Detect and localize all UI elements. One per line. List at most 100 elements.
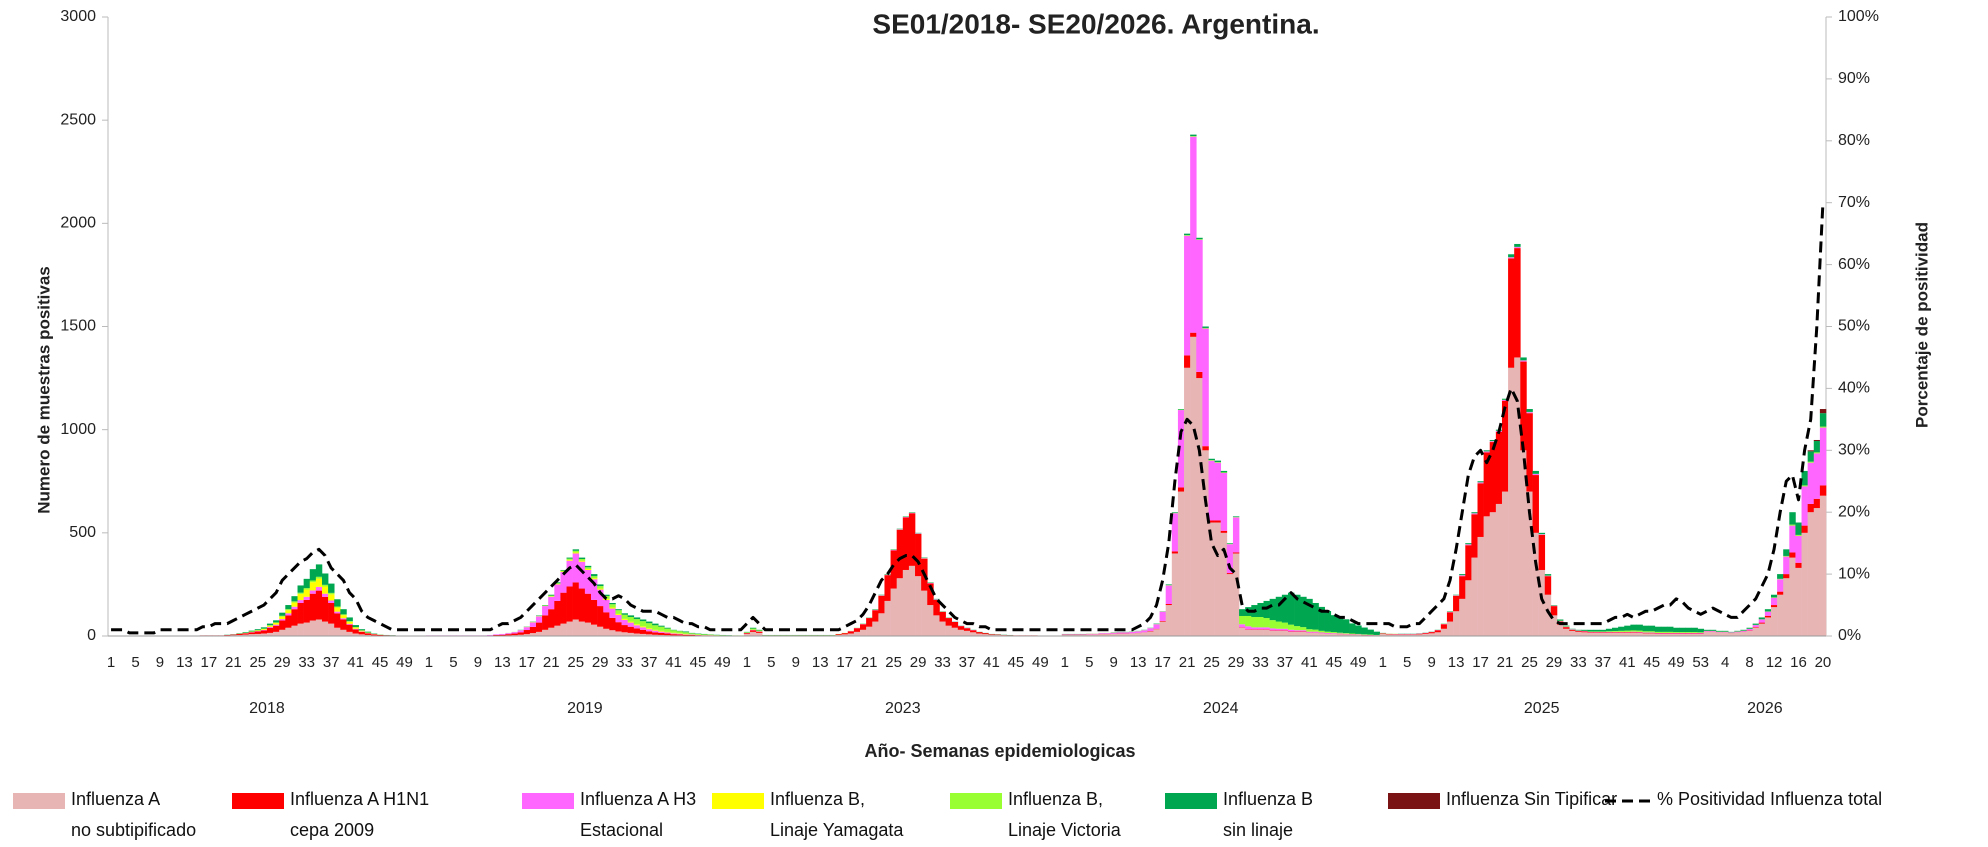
- bar-segment: [1538, 534, 1546, 570]
- bar-segment: [321, 584, 329, 587]
- bar-segment: [1202, 326, 1209, 328]
- bar-segment: [743, 633, 751, 636]
- bar-segment: [1508, 258, 1515, 368]
- bar-segment: [1459, 598, 1466, 636]
- bar-segment: [694, 633, 702, 635]
- bar-segment: [1569, 629, 1576, 631]
- bar-segment: [639, 627, 647, 630]
- x-tick-label: 1: [743, 654, 751, 671]
- bar-segment: [749, 628, 757, 630]
- bar-segment: [1520, 360, 1527, 362]
- bar-segment: [676, 631, 684, 634]
- bar-segment: [566, 621, 573, 636]
- bar-segment: [1190, 136, 1197, 137]
- bar-segment: [1526, 413, 1533, 492]
- legend-swatch: [712, 793, 764, 809]
- bar-segment: [529, 633, 537, 636]
- bar-segment: [1080, 634, 1087, 636]
- bar-segment: [1550, 606, 1558, 616]
- bar-segment: [1679, 632, 1686, 634]
- bar-segment: [1239, 609, 1246, 616]
- bar-segment: [639, 633, 647, 636]
- x-tick-label: 9: [156, 654, 164, 671]
- bar-segment: [646, 631, 653, 635]
- bar-segment: [1819, 409, 1827, 414]
- legend-label: Influenza A H3 Estacional: [580, 789, 697, 840]
- x-tick-label: 8: [1745, 654, 1753, 671]
- bar-segment: [1336, 633, 1344, 635]
- bar-segment: [328, 594, 335, 601]
- bar-segment: [1801, 525, 1808, 533]
- x-tick-label: 5: [767, 654, 775, 671]
- bar-segment: [1575, 631, 1582, 636]
- bar-segment: [1465, 544, 1472, 546]
- bar-segment: [1129, 633, 1136, 636]
- bar-segment: [1367, 629, 1374, 635]
- bar-segment: [285, 605, 292, 610]
- bar-segment: [242, 633, 249, 635]
- bar-segment: [578, 621, 586, 636]
- bar-segment: [1434, 632, 1442, 636]
- bar-segment: [1287, 631, 1295, 636]
- x-tick-label: 21: [1497, 654, 1514, 671]
- bar-segment: [1324, 611, 1332, 632]
- bar-segment: [1263, 627, 1270, 630]
- bar-segment: [939, 621, 946, 636]
- bar-segment: [1495, 503, 1503, 636]
- y-tick-label: 2000: [60, 215, 96, 232]
- bar-segment: [1667, 633, 1674, 636]
- bar-segment: [1563, 627, 1570, 629]
- bar-segment: [1355, 625, 1362, 634]
- bar-segment: [1465, 545, 1472, 581]
- bar-segment: [1624, 625, 1631, 631]
- bar-segment: [1477, 483, 1484, 537]
- bar-segment: [1281, 628, 1289, 631]
- bar-segment: [1697, 632, 1705, 634]
- bar-segment: [1532, 470, 1539, 474]
- bar-segment: [1171, 553, 1179, 636]
- bar-segment: [1459, 574, 1466, 576]
- bar-segment: [597, 584, 604, 587]
- bar-segment: [1752, 625, 1760, 628]
- bar-segment: [1294, 630, 1301, 632]
- bar-segment: [1086, 633, 1093, 635]
- bar-segment: [1287, 629, 1295, 632]
- bar-segment: [1758, 623, 1766, 636]
- bar-segment: [584, 567, 592, 569]
- x-tick-label: 41: [983, 654, 1000, 671]
- bar-segment: [609, 617, 616, 631]
- bar-segment: [1190, 336, 1197, 636]
- bar-segment: [584, 593, 592, 623]
- bar-segment: [554, 625, 561, 636]
- x-tick-label: 45: [1325, 654, 1342, 671]
- bar-segment: [603, 599, 610, 613]
- bar-segment: [658, 625, 665, 627]
- bar-segment: [1508, 367, 1515, 636]
- bar-segment: [309, 582, 317, 591]
- bar-segment: [1110, 633, 1118, 636]
- y-tick-label: 1500: [60, 318, 96, 335]
- bar-segment: [346, 621, 353, 622]
- bar-segment: [548, 596, 555, 610]
- bar-segment: [1740, 631, 1747, 636]
- bar-segment: [1581, 631, 1588, 633]
- bar-segment: [1116, 632, 1124, 634]
- bar-segment: [1330, 633, 1338, 634]
- bar-segment: [1764, 609, 1772, 612]
- bar-segment: [639, 621, 647, 627]
- bar-segment: [590, 624, 598, 636]
- bar-segment: [921, 590, 928, 636]
- bar-segment: [1324, 633, 1332, 636]
- bar-segment: [542, 606, 549, 616]
- bar-segment: [578, 559, 586, 561]
- bar-segment: [627, 617, 635, 622]
- bar-segment: [1318, 632, 1325, 634]
- bar-segment: [1752, 627, 1760, 628]
- bar-segment: [291, 625, 298, 636]
- bar-segment: [1104, 633, 1111, 634]
- bar-segment: [370, 634, 378, 636]
- x-tick-label: 29: [1546, 654, 1563, 671]
- bar-segment: [1269, 630, 1277, 636]
- bar-segment: [1092, 634, 1099, 636]
- bar-segment: [1764, 617, 1772, 636]
